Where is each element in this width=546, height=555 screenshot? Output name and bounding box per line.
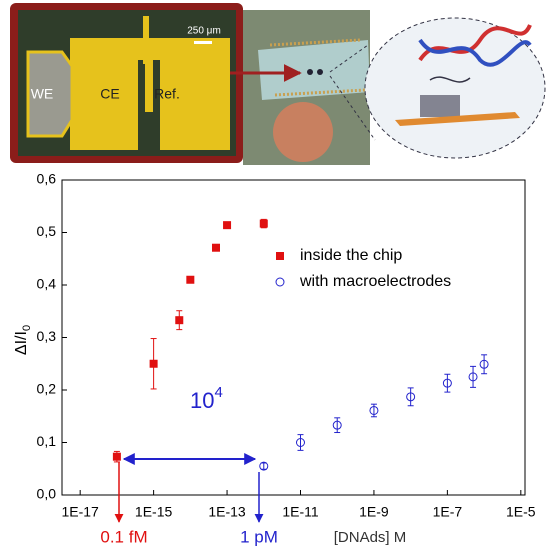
data-point <box>175 316 183 324</box>
y-tick-label: 0,0 <box>37 486 57 502</box>
x-tick-label: 1E-17 <box>61 504 99 520</box>
y-tick-label: 0,6 <box>37 171 57 187</box>
data-point <box>260 220 268 228</box>
x-tick-label: 1E-11 <box>282 504 319 520</box>
electrode-label: WE <box>31 86 54 102</box>
annotation: 104 <box>190 384 223 413</box>
y-label-sub: 0 <box>21 325 33 331</box>
chip-photo <box>243 10 370 165</box>
annotation-base: 10 <box>190 388 214 413</box>
y-tick-label: 0,4 <box>37 276 57 292</box>
data-point <box>150 360 158 368</box>
x-tick-label: 1E-9 <box>359 504 389 520</box>
annotation: 0.1 fM <box>100 527 147 546</box>
x-tick-label: 1E-7 <box>433 504 463 520</box>
data-point <box>212 244 220 252</box>
scale-bar-label: 250 μm <box>187 26 221 37</box>
y-tick-label: 0,2 <box>37 381 57 397</box>
legend-label: inside the chip <box>300 247 402 264</box>
annotation-exponent: 4 <box>214 384 222 401</box>
legend-marker <box>276 252 284 260</box>
microscope-photo: WE CE Ref. 250 μm <box>10 3 243 163</box>
data-point <box>186 276 194 284</box>
annotation: 1 pM <box>240 527 278 546</box>
legend-marker <box>276 278 284 286</box>
plot-frame <box>62 180 525 495</box>
x-tick-label: 1E-15 <box>135 504 173 520</box>
y-tick-label: 0,3 <box>37 328 57 344</box>
y-tick-label: 0,5 <box>37 223 57 239</box>
data-point <box>223 221 231 229</box>
x-tick-label: 1E-13 <box>208 504 246 520</box>
y-label-main: ΔI/I <box>13 331 30 355</box>
electrode-label: Ref. <box>154 86 180 102</box>
x-tick-label: 1E-5 <box>506 504 536 520</box>
y-axis-label: ΔI/I0 <box>13 325 33 355</box>
data-point <box>113 453 121 461</box>
y-tick-label: 0,1 <box>37 433 57 449</box>
x-axis-label: [DNAds] M <box>334 529 407 546</box>
electrode-label: CE <box>100 86 119 102</box>
legend-label: with macroelectrodes <box>299 273 451 290</box>
page: WE CE Ref. 250 μm ΔI/I0 [DNAds] M 0.1 fM… <box>0 0 546 550</box>
